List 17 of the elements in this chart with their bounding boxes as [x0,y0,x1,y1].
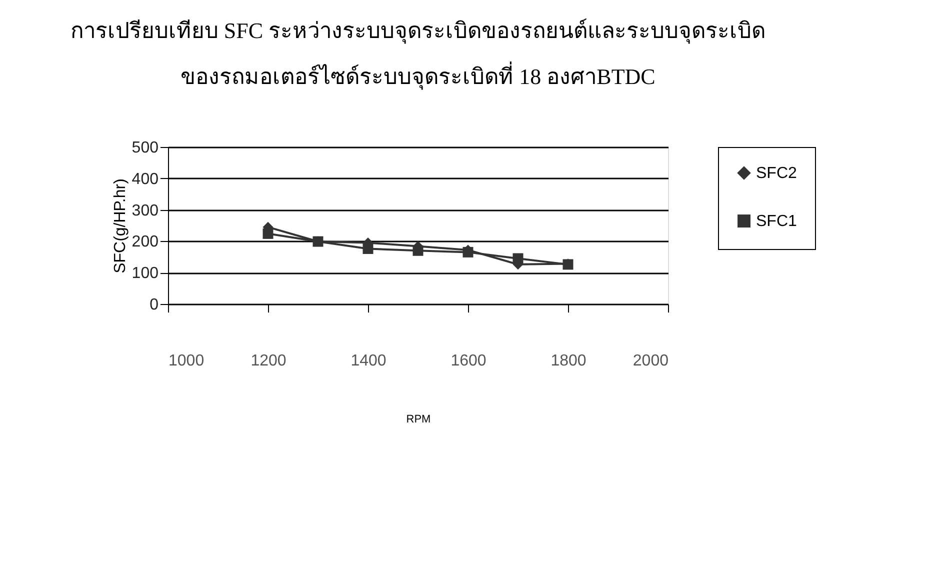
y-tick-label: 0 [150,296,159,314]
y-axis-title: SFC(g/HP.hr) [112,178,129,274]
y-tick-label: 100 [132,265,159,282]
x-axis-title: RPM [406,414,431,426]
x-tick-label: 1200 [250,352,286,370]
x-tick-label: 1400 [350,352,386,370]
x-tick-label: 1800 [550,352,586,370]
legend-label: SFC2 [756,165,797,182]
y-tick-label: 300 [132,202,159,220]
y-tick-label: 400 [132,170,159,188]
x-tick-label: 1000 [168,352,204,370]
x-tick-label: 2000 [632,352,669,370]
x-tick-label: 1600 [450,352,486,370]
legend-label: SFC1 [756,213,797,230]
chart-title: การเปรียบเทียบ SFC ระหว่างระบบจุดระเบิดของรถยนต์และระบบจุดระเบิด ของรถมอเตอร์ไซด์ระบบจุดระเบิดที่ 18 องศาBTDC [70,18,766,90]
y-tick-label: 500 [132,140,159,156]
y-tick-label: 200 [132,234,159,251]
